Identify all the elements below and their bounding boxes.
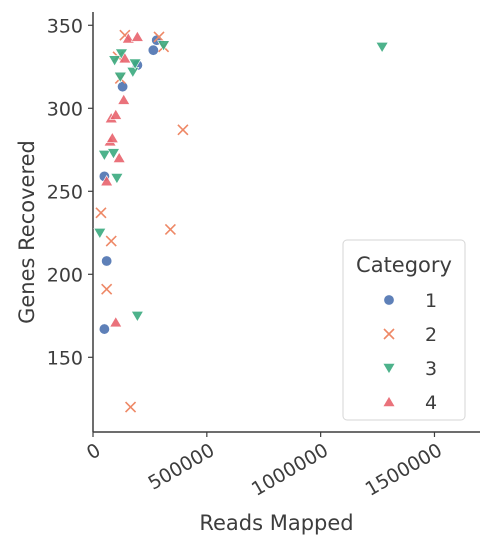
legend: Category 1 2 3 4 — [343, 240, 465, 420]
data-point — [376, 42, 388, 52]
legend-title: Category — [356, 253, 452, 277]
legend-label: 1 — [425, 290, 437, 312]
data-point — [127, 67, 139, 77]
x-tick-label: 500000 — [145, 439, 219, 494]
legend-label: 2 — [425, 324, 437, 346]
data-point — [114, 72, 126, 82]
data-point — [101, 256, 111, 266]
legend-label: 4 — [425, 392, 437, 414]
y-tick-label: 150 — [47, 347, 83, 369]
x-axis-label: Reads Mapped — [199, 511, 353, 535]
x-tick-label: 0 — [83, 439, 104, 464]
data-point — [98, 150, 110, 160]
data-point — [165, 224, 175, 234]
y-tick-label: 250 — [47, 181, 83, 203]
data-point — [158, 41, 170, 51]
data-point — [109, 56, 121, 66]
data-point — [111, 174, 123, 184]
data-point — [99, 324, 109, 334]
y-tick-label: 200 — [47, 264, 83, 286]
data-point — [178, 125, 188, 135]
data-point — [110, 317, 122, 327]
x-tick-label: 1500000 — [362, 439, 446, 500]
legend-label: 3 — [425, 358, 437, 380]
y-axis-label: Genes Recovered — [15, 140, 39, 324]
data-point — [131, 31, 143, 41]
data-point — [148, 45, 158, 55]
data-point — [106, 236, 116, 246]
y-tick-label: 350 — [47, 15, 83, 37]
data-point — [118, 94, 130, 104]
x-ticks: 0 500000 1000000 1500000 — [83, 432, 446, 501]
legend-marker — [384, 295, 394, 305]
data-point — [126, 402, 136, 412]
data-point — [106, 132, 118, 142]
data-point — [94, 228, 106, 238]
y-tick-label: 300 — [47, 98, 83, 120]
data-point — [96, 208, 106, 218]
data-point — [117, 82, 127, 92]
data-point — [131, 311, 143, 321]
series-2 — [96, 30, 188, 412]
data-point — [102, 284, 112, 294]
x-tick-label: 1000000 — [248, 439, 332, 500]
y-ticks: 150 200 250 300 350 — [47, 15, 93, 369]
